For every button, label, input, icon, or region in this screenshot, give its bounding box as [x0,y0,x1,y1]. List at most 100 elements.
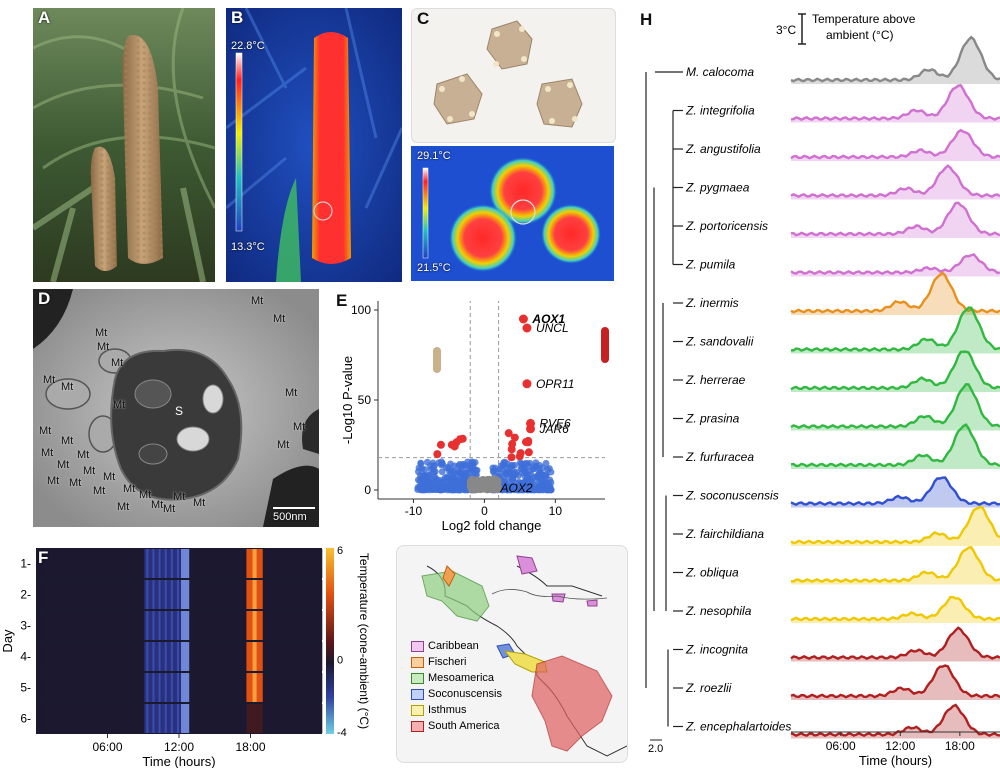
heatmap-cell [236,549,239,578]
heatmap-cell [270,580,274,609]
heatmap-cell [232,673,235,702]
heatmap-cell [105,704,108,733]
heatmap-cell [48,580,51,609]
heatmap-cell [287,611,290,640]
heatmap-cell [140,611,143,640]
heatmap-cell [283,549,286,578]
gene-point-significant [447,440,456,449]
thermo-area [791,85,1000,123]
heatmap-cell [38,549,41,578]
legend-item: Mesoamerica [411,670,502,686]
heatmap-cell [205,704,208,733]
heatmap-cell [123,611,127,640]
heatmap-cell [203,611,206,640]
heatmap-cell [95,704,98,733]
heatmap-cell [125,549,129,578]
heatmap-cell [234,611,237,640]
heatmap-cell [38,704,41,733]
heatmap-cell [199,549,202,578]
heatmap-cell [82,642,86,671]
heatmap-cell [277,549,280,578]
heatmap-cell [305,673,308,702]
heatmap-cell [311,673,315,702]
gene-point-significant [436,440,445,449]
heatmap-cell [132,673,135,702]
heatmap-cell [48,673,51,702]
heatmap-cell [105,549,108,578]
heatmap-cell [238,673,241,702]
heatmap-cell [72,549,76,578]
panel-c-photo: C [411,8,616,143]
heatmap-cell [117,580,121,609]
heatmap-cell [223,704,227,733]
heatmap-cell [132,580,135,609]
y-tick-label: 50 [358,393,372,407]
heatmap-cell [264,673,268,702]
heatmap-cell [317,642,321,671]
heatmap-cell [299,642,302,671]
heatmap-cell [60,642,63,671]
starch-label: S [175,404,184,418]
heatmap-cell [303,611,306,640]
heatmap-cell [64,580,67,609]
gene-point [476,482,484,490]
gene-point [438,486,446,494]
heatmap-cell [80,580,84,609]
heatmap-cell [142,549,145,578]
heatmap-cell [215,580,219,609]
panel-h-phylogeny: M. calocoma Z. integrifolia Z. angustifoli… [636,0,1000,769]
day-label: 2- [20,588,31,602]
heatmap-cell [268,704,272,733]
heatmap-cell [40,642,43,671]
heatmap-cell [160,673,163,702]
heatmap-cell [74,673,78,702]
heatmap-cell [87,673,90,702]
mitochondria-label: Mt [61,381,74,393]
heatmap-cell [299,580,302,609]
heatmap-cell [285,642,288,671]
heatmap-cell [66,673,69,702]
gene-point [467,464,475,472]
heatmap-cell [132,642,135,671]
heatmap-cell [166,549,170,578]
heatmap-cell [172,642,176,671]
heatmap-cell [195,580,198,609]
heatmap-cell [309,611,313,640]
heatmap-cell [266,673,270,702]
heatmap-cell [270,673,274,702]
heatmap-cell [297,580,300,609]
tem-micrograph [33,289,319,527]
gene-point-significant [515,452,524,461]
heatmap-cell [262,549,266,578]
gene-point [506,470,514,478]
gene-label: AOX2 [500,481,533,495]
heatmap-cell [142,580,145,609]
heatmap-cell [72,642,76,671]
heatmap-cell [80,704,84,733]
heatmap-cell [181,673,184,702]
mitochondria-label: Mt [83,465,96,477]
heatmap-cell [221,704,225,733]
heatmap-cell [275,704,278,733]
scale-bar [273,507,315,509]
heatmap-cell [50,673,53,702]
heatmap-cell [203,580,206,609]
heatmap-cell [252,704,255,733]
heatmap-cell [97,611,100,640]
gene-point-significant [507,453,516,462]
heatmap-cell [254,642,257,671]
thermo-area [791,424,1000,469]
heatmap-cell [193,611,196,640]
heatmap-cell [62,704,65,733]
heatmap-cell [258,549,262,578]
heatmap-cell [95,611,98,640]
heatmap-cell [317,580,321,609]
heatmap-cell [242,580,245,609]
heatmap-cell [183,580,186,609]
heatmap-cell [68,580,72,609]
gene-point [525,462,533,470]
legend-label: Isthmus [428,704,467,716]
heatmap-cell [293,549,296,578]
heatmap-cell [285,611,288,640]
heatmap-cell [162,611,165,640]
